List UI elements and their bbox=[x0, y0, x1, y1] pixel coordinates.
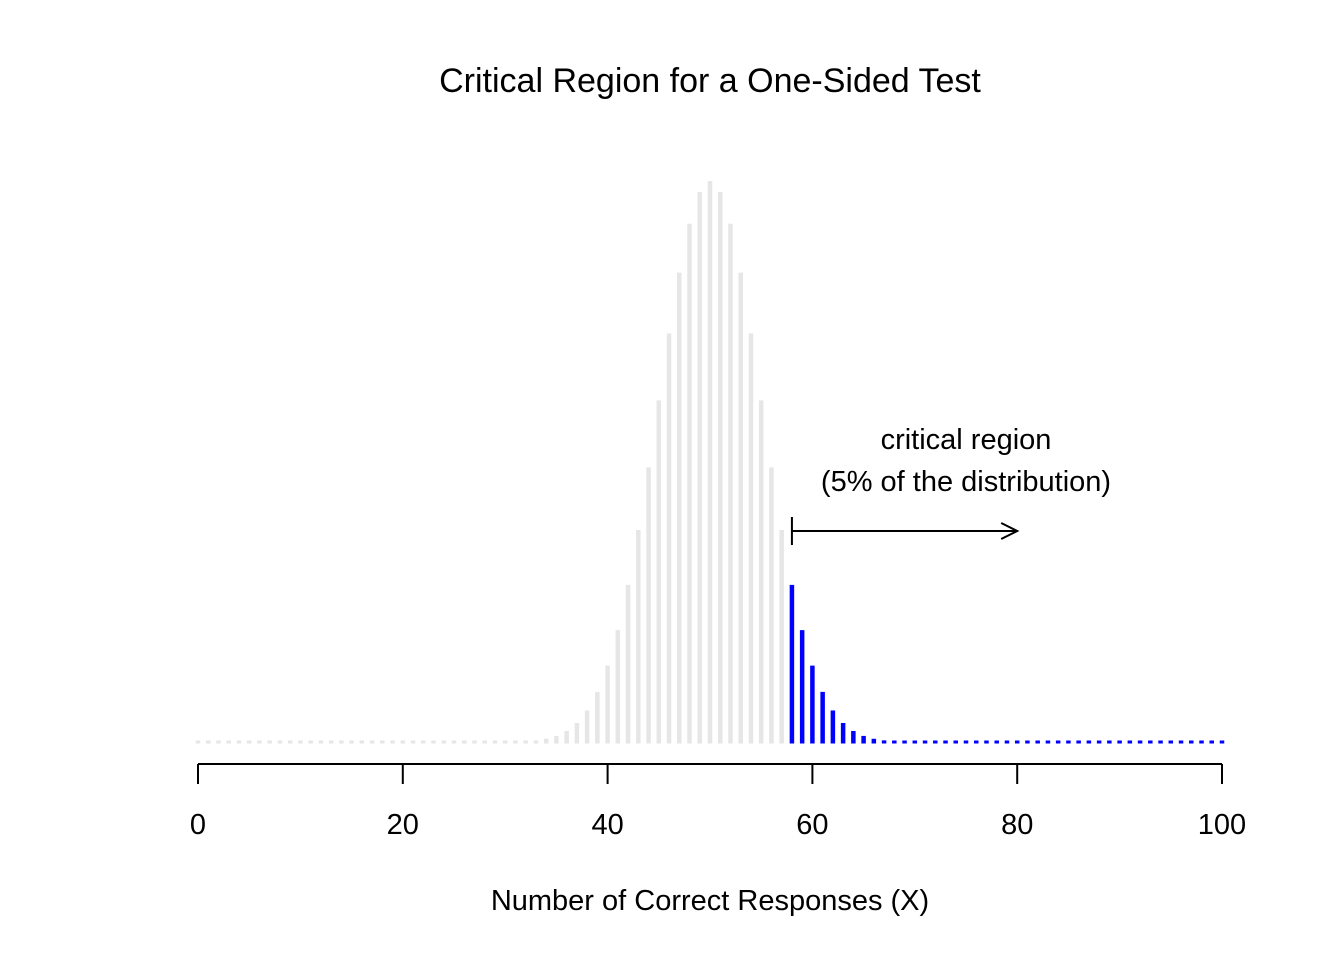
x-tick-label: 80 bbox=[1001, 809, 1033, 841]
x-tick-label: 20 bbox=[387, 809, 419, 841]
arrow-head bbox=[1000, 522, 1020, 540]
x-tick-label: 100 bbox=[1198, 809, 1246, 841]
chart-title: Critical Region for a One-Sided Test bbox=[439, 62, 981, 100]
x-tick-label: 40 bbox=[591, 809, 623, 841]
x-axis-label: Number of Correct Responses (X) bbox=[491, 885, 929, 917]
x-tick-label: 60 bbox=[796, 809, 828, 841]
critical-region-annotation: critical region (5% of the distribution) bbox=[790, 424, 1111, 545]
x-tick-label: 0 bbox=[190, 809, 206, 841]
annotation-line-2: (5% of the distribution) bbox=[821, 466, 1111, 498]
x-axis: 0 20 40 60 80 100 bbox=[190, 763, 1246, 841]
annotation-line-1: critical region bbox=[881, 424, 1052, 456]
bar-series bbox=[195, 181, 1225, 744]
